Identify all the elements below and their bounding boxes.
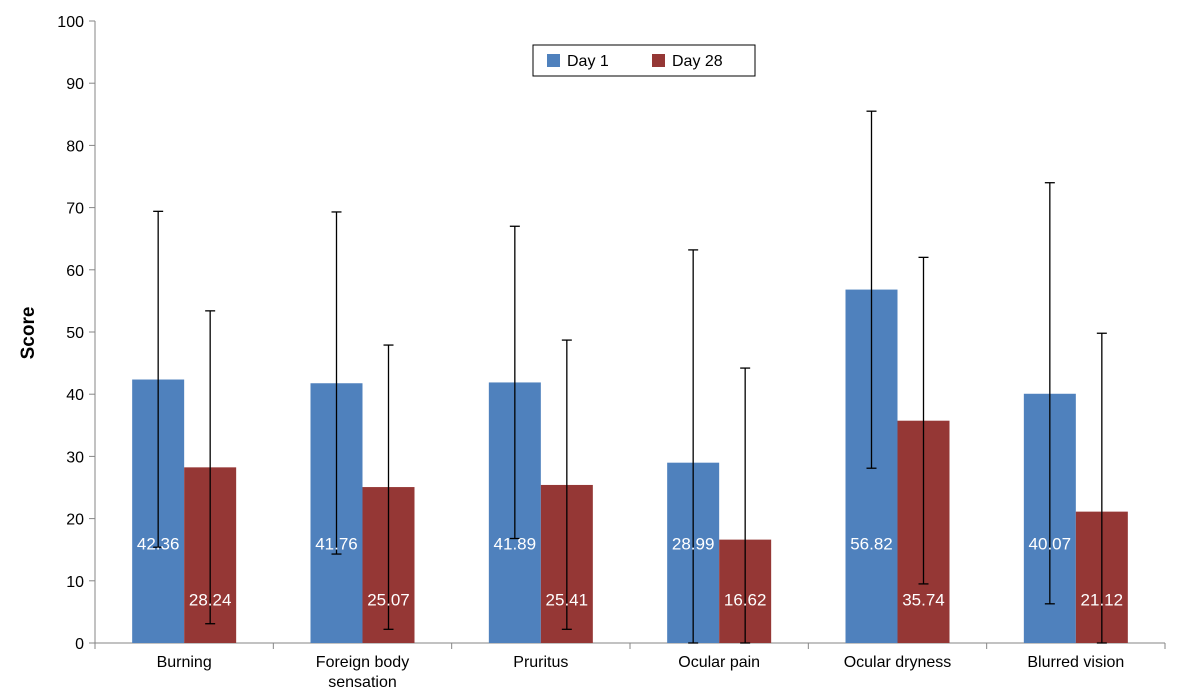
y-tick-label-30: 30 bbox=[66, 449, 84, 466]
data-labels: 42.36 41.76 41.89 28.99 56.82 40.07 28.24 25.07… bbox=[137, 535, 1123, 610]
x-category-label-foreign-body-sensation: Foreign body sensation bbox=[316, 654, 409, 691]
y-tick-label-100: 100 bbox=[57, 14, 84, 31]
y-tick-label-20: 20 bbox=[66, 512, 84, 529]
y-tick-label-60: 60 bbox=[66, 263, 84, 280]
x-category-label-blurred-vision: Blurred vision bbox=[1027, 654, 1124, 671]
data-label-day-1-pruritus: 41.89 bbox=[494, 535, 537, 554]
error-bars bbox=[153, 111, 1107, 643]
legend-label-day-28: Day 28 bbox=[672, 53, 723, 70]
y-tick-labels: 0 10 20 30 40 50 60 70 80 90 100 bbox=[57, 14, 84, 653]
legend-label-day-1: Day 1 bbox=[567, 53, 609, 70]
legend: Day 1 Day 28 bbox=[533, 45, 755, 76]
data-label-day-1-blurred-vision: 40.07 bbox=[1029, 535, 1072, 554]
data-label-day-28-burning: 28.24 bbox=[189, 591, 232, 610]
legend-swatch-day-1 bbox=[547, 54, 560, 67]
data-label-day-28-ocular-pain: 16.62 bbox=[724, 591, 767, 610]
data-label-day-1-ocular-pain: 28.99 bbox=[672, 535, 715, 554]
x-category-label-pruritus: Pruritus bbox=[513, 654, 568, 671]
x-category-label-ocular-dryness: Ocular dryness bbox=[844, 654, 952, 671]
y-tick-label-90: 90 bbox=[66, 76, 84, 93]
y-axis-label: Score bbox=[18, 307, 39, 360]
y-tick-label-10: 10 bbox=[66, 574, 84, 591]
x-category-labels: Burning Foreign body sensation Pruritus Ocul… bbox=[157, 654, 1125, 691]
data-label-day-1-burning: 42.36 bbox=[137, 535, 180, 554]
data-label-day-1-foreign-body-sensation: 41.76 bbox=[315, 535, 358, 554]
y-tick-label-80: 80 bbox=[66, 138, 84, 155]
data-label-day-28-pruritus: 25.41 bbox=[546, 591, 589, 610]
axes bbox=[89, 21, 1165, 649]
data-label-day-28-blurred-vision: 21.12 bbox=[1081, 591, 1124, 610]
data-label-day-1-ocular-dryness: 56.82 bbox=[850, 535, 893, 554]
y-tick-label-0: 0 bbox=[75, 636, 84, 653]
data-label-day-28-ocular-dryness: 35.74 bbox=[902, 591, 945, 610]
x-category-label-burning: Burning bbox=[157, 654, 212, 671]
x-category-label-ocular-pain: Ocular pain bbox=[678, 654, 760, 671]
y-tick-label-50: 50 bbox=[66, 325, 84, 342]
data-label-day-28-foreign-body-sensation: 25.07 bbox=[367, 591, 410, 610]
y-tick-label-40: 40 bbox=[66, 387, 84, 404]
y-tick-label-70: 70 bbox=[66, 201, 84, 218]
bars bbox=[132, 290, 1128, 643]
legend-swatch-day-28 bbox=[652, 54, 665, 67]
